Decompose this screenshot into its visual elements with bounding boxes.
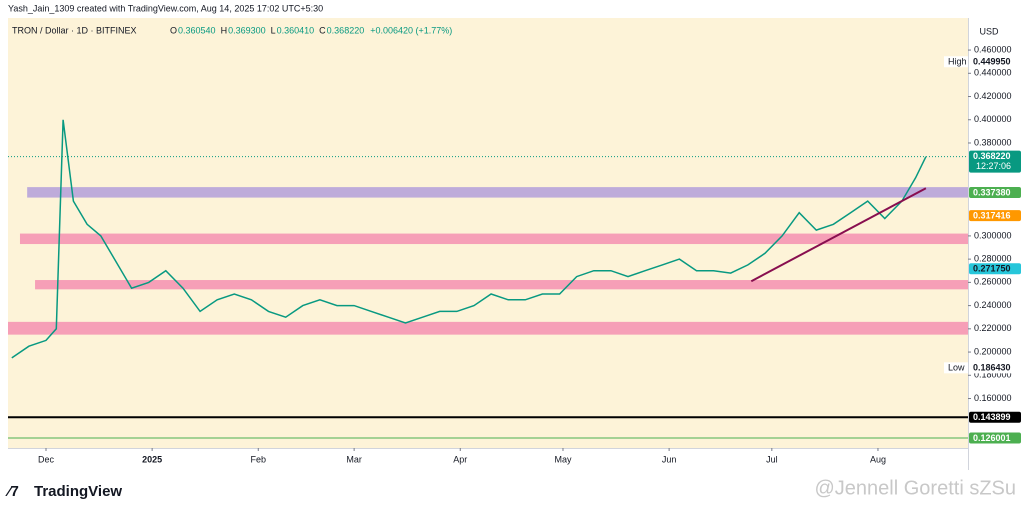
axis-border [8, 448, 968, 449]
y-tick-label: 0.460000 [974, 44, 1012, 54]
ohlc-value: 0.360540 [178, 25, 216, 35]
x-tick-label: Jul [766, 454, 778, 464]
ohlc-key: L [271, 25, 276, 35]
price-label-box [969, 432, 1021, 444]
price-label-box [969, 186, 1021, 198]
x-tick-label: Feb [251, 454, 267, 464]
zone [35, 280, 969, 290]
zone [8, 321, 968, 335]
logo-mark: ⁄7 [5, 483, 19, 500]
y-tick-label: 0.180000 [974, 370, 1012, 380]
x-tick-label: Mar [346, 454, 362, 464]
axis-border [968, 18, 969, 470]
price-label-box [969, 411, 1021, 423]
price-label: 0.126001 [973, 433, 1011, 443]
y-tick-label: 0.240000 [974, 300, 1012, 310]
y-tick-label: 0.300000 [974, 230, 1012, 240]
y-tick-label: 0.380000 [974, 137, 1012, 147]
price-tag-box [944, 362, 968, 374]
price-label: 0.337380 [973, 187, 1011, 197]
trendline [750, 187, 927, 283]
price-line [11, 119, 927, 359]
y-tick-label: 0.260000 [974, 277, 1012, 287]
x-tick-label: Aug [870, 454, 886, 464]
x-tick-label: Jun [662, 454, 677, 464]
price-label-box [969, 210, 1021, 222]
ohlc-key: C [319, 25, 326, 35]
price-label-box [969, 56, 1021, 68]
price-label: 0.271750 [973, 264, 1011, 274]
price-label: 0.317416 [973, 211, 1011, 221]
y-tick-label: 0.200000 [974, 346, 1012, 356]
price-tag: Low [948, 363, 965, 373]
y-tick-label: 0.220000 [974, 323, 1012, 333]
price-label: 0.143899 [973, 412, 1011, 422]
y-tick-label: 0.280000 [974, 254, 1012, 264]
currency: USD [979, 26, 999, 36]
ohlc-key: O [170, 25, 177, 35]
x-tick-label: 2025 [142, 454, 162, 464]
countdown: 12:27:06 [976, 161, 1011, 171]
ohlc-value: 0.368220 [327, 25, 365, 35]
price-tag: High [948, 57, 967, 67]
zone [19, 233, 968, 245]
y-tick-label: 0.400000 [974, 114, 1012, 124]
plot-area [8, 18, 968, 448]
x-tick-label: Apr [453, 454, 467, 464]
x-tick-label: Dec [38, 454, 55, 464]
logo: TradingView [34, 483, 122, 500]
price-label-box [969, 150, 1021, 173]
price-label: 0.368220 [973, 151, 1011, 161]
price-label: 0.449950 [973, 57, 1011, 67]
ohlc-key: H [221, 25, 228, 35]
price-label: 0.186430 [973, 363, 1011, 373]
x-tick-label: May [554, 454, 572, 464]
ohlc-value: +0.006420 (+1.77%) [370, 25, 452, 35]
credit: Yash_Jain_1309 created with TradingView.… [8, 3, 323, 13]
zone [27, 187, 969, 198]
ohlc-value: 0.369300 [228, 25, 266, 35]
y-tick-label: 0.420000 [974, 91, 1012, 101]
price-label-box [969, 362, 1021, 374]
y-tick-label: 0.160000 [974, 393, 1012, 403]
y-tick-label: 0.440000 [974, 68, 1012, 78]
symbol: TRON / Dollar · 1D · BITFINEX [12, 25, 137, 35]
price-label-box [969, 263, 1021, 275]
price-tag-box [944, 56, 968, 68]
watermark: @Jennell Goretti sZSu [815, 477, 1017, 499]
ohlc-value: 0.360410 [277, 25, 315, 35]
